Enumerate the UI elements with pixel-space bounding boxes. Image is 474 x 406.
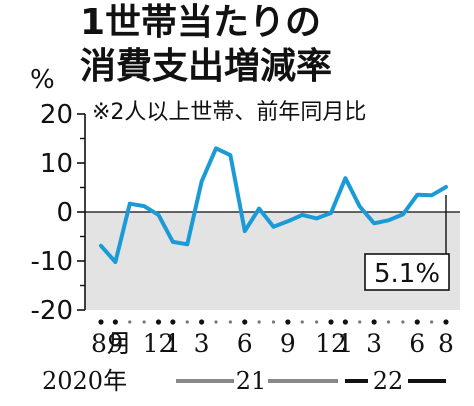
x-tick-dot xyxy=(98,319,104,325)
callout-box xyxy=(364,253,450,291)
x-minor-tick-dot xyxy=(185,320,189,324)
x-tick-label: 12 xyxy=(315,329,347,358)
x-tick-dot xyxy=(112,319,118,325)
chart-note: ※2人以上世帯、前年同月比 xyxy=(92,100,366,125)
x-minor-tick-dot xyxy=(228,320,232,324)
x-minor-tick-dot xyxy=(257,320,261,324)
year-label: 22 xyxy=(373,367,404,395)
year-label: 2020年 xyxy=(42,367,127,395)
x-minor-tick-dot xyxy=(358,320,362,324)
x-minor-tick-dot xyxy=(386,320,391,324)
x-tick-dot xyxy=(155,319,162,325)
y-tick-label: -10 xyxy=(31,247,73,277)
x-tick-label: 9 xyxy=(280,329,296,358)
series-line-group xyxy=(99,146,448,264)
x-minor-tick-dot xyxy=(214,320,218,324)
x-tick-dot xyxy=(443,319,449,325)
x-tick-dot xyxy=(328,319,334,325)
y-tick-label: 20 xyxy=(40,100,73,130)
x-minor-tick-dot xyxy=(271,320,276,324)
year-axis: 2020年 21 22 xyxy=(42,367,446,395)
x-minor-tick-dot xyxy=(315,320,319,324)
x-tick-dot xyxy=(285,319,291,325)
x-tick-label: 3 xyxy=(194,329,210,358)
y-axis: 20 10 0 -10 -20 xyxy=(31,100,86,326)
x-tick-label: 12 xyxy=(143,329,175,358)
callout-value-label: 5.1% xyxy=(374,259,440,289)
series-line xyxy=(99,146,448,264)
x-axis: 8月9 121 3 6 9 121 3 6 8 xyxy=(91,319,454,358)
x-tick-label: 1 xyxy=(337,329,353,358)
x-minor-tick-dot xyxy=(430,320,434,324)
x-tick-dot xyxy=(170,319,176,325)
x-minor-tick-dot xyxy=(128,320,132,324)
x-tick-label: 8月 xyxy=(91,329,132,358)
x-minor-tick-dot xyxy=(142,320,146,324)
x-tick-label: 6 xyxy=(409,329,425,358)
x-tick-label: 9 xyxy=(107,329,123,358)
x-minor-tick-dot xyxy=(300,320,304,324)
x-tick-label: 1 xyxy=(165,329,181,358)
x-minor-tick-dot xyxy=(401,320,405,324)
x-tick-dot xyxy=(414,319,420,325)
x-tick-dot xyxy=(242,319,248,325)
x-tick-label: 8 xyxy=(438,329,454,358)
x-tick-dot xyxy=(199,319,205,325)
chart-title-line2: 消費支出増減率 xyxy=(80,46,332,87)
y-tick-label: 10 xyxy=(40,149,73,179)
value-callout: 5.1% xyxy=(364,195,450,291)
x-tick-label: 6 xyxy=(237,329,253,358)
x-tick-label: 3 xyxy=(366,329,382,358)
chart-title-line1: 1世帯当たりの xyxy=(80,2,321,43)
y-tick-label: -20 xyxy=(31,296,73,326)
x-tick-dot xyxy=(371,319,377,325)
y-tick-label: 0 xyxy=(56,198,73,228)
y-unit-label: % xyxy=(30,65,55,95)
year-label: 21 xyxy=(236,367,267,395)
x-tick-dot xyxy=(342,319,348,325)
